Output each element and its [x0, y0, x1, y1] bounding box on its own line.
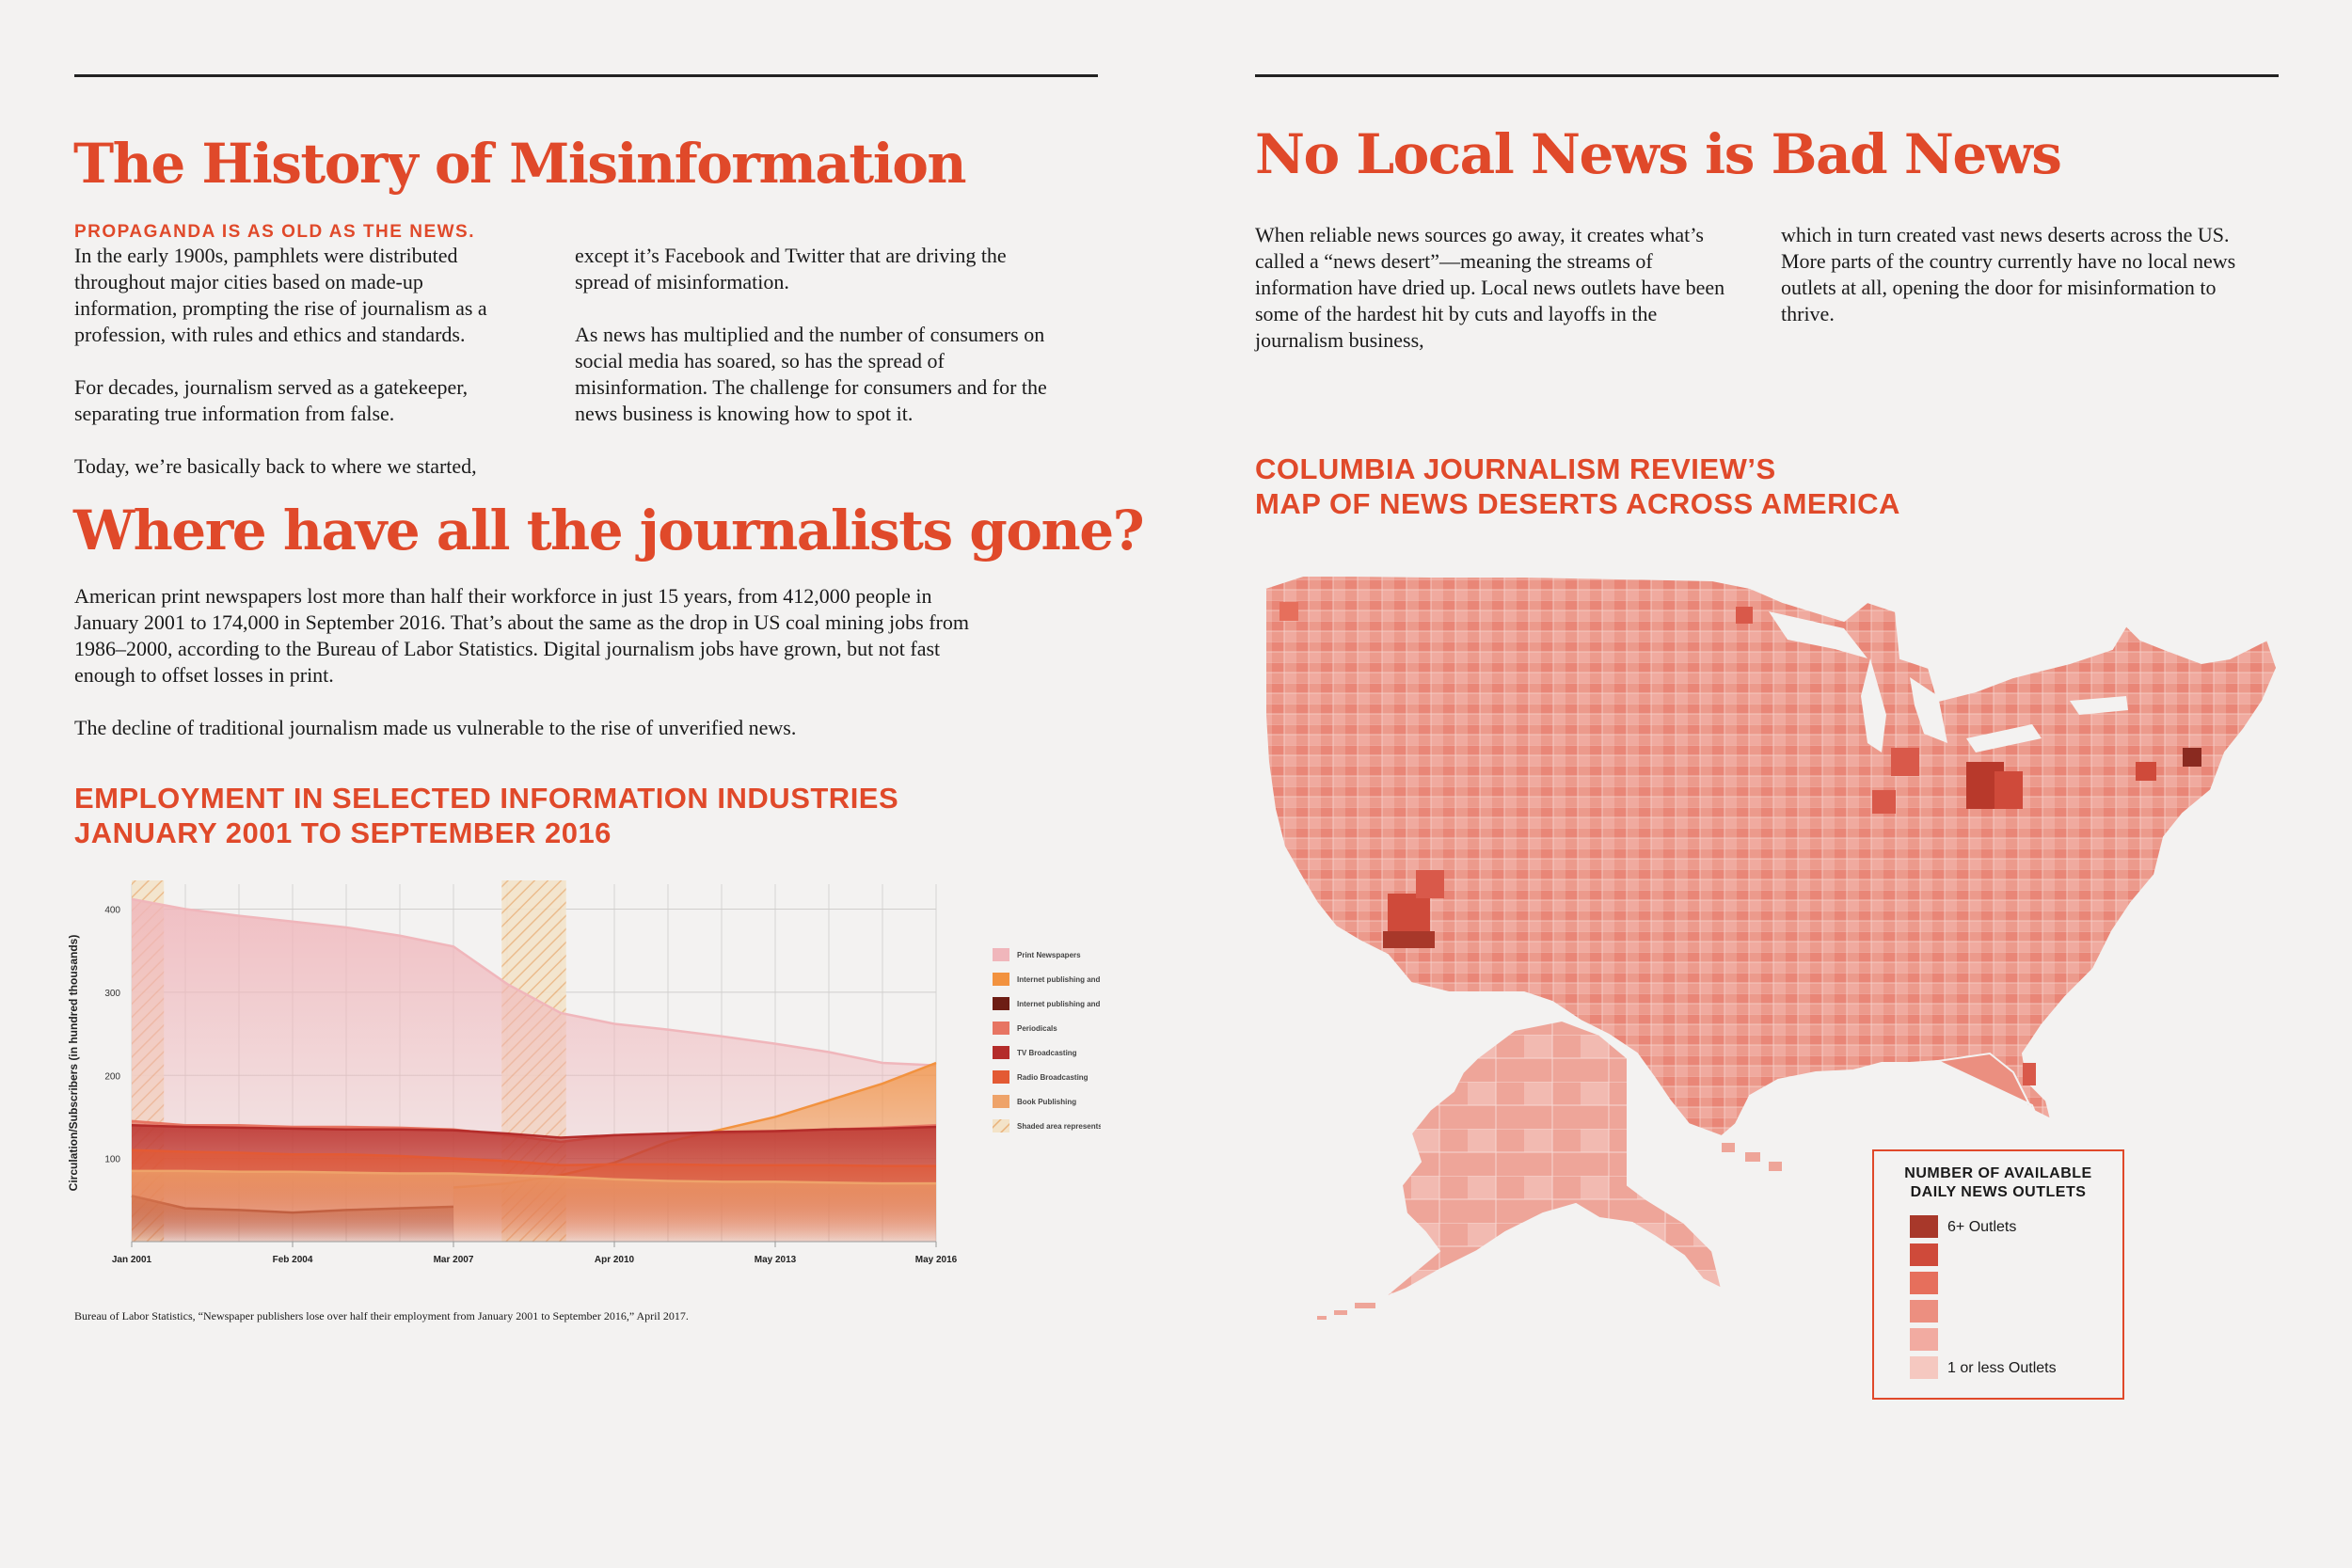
legend-label: Shaded area represents period of economi…: [1017, 1122, 1101, 1131]
y-tick-label: 400: [104, 906, 120, 916]
intro-column-1: In the early 1900s, pamphlets were distr…: [74, 243, 516, 506]
us-map-hotspots: [1279, 602, 2201, 1085]
legend-swatch: [993, 1119, 1009, 1132]
legend-swatch: [993, 1070, 1009, 1084]
legend-swatch: [1910, 1356, 1938, 1379]
legend-top-label: 6+ Outlets: [1947, 1219, 2017, 1235]
chart-series: [131, 897, 937, 1242]
legend-swatch: [1910, 1243, 1938, 1266]
map-title: COLUMBIA JOURNALISM REVIEW’S MAP OF NEWS…: [1255, 451, 1900, 521]
x-tick-label: Mar 2007: [434, 1255, 474, 1265]
us-map-contiguous: [1264, 575, 2279, 1138]
y-tick-label: 100: [104, 1155, 120, 1165]
employment-chart: 100 200 300 400 Circulation/Subscribers (in …: [67, 880, 1101, 1265]
journalists-paragraph: American print newspapers lost more than…: [74, 584, 969, 687]
chart-source: Bureau of Labor Statistics, “Newspaper p…: [74, 1309, 689, 1323]
chart-title: EMPLOYMENT IN SELECTED INFORMATION INDUS…: [74, 781, 898, 850]
desert-column-2: which in turn created vast news deserts …: [1781, 223, 2236, 325]
x-tick-label: Apr 2010: [595, 1255, 635, 1265]
legend-label: Internet publishing and web search porta…: [1017, 975, 1101, 984]
intro-paragraph: In the early 1900s, pamphlets were distr…: [74, 244, 487, 346]
legend-swatch: [993, 1022, 1009, 1035]
legend-swatch: [993, 1095, 1009, 1108]
intro-column-2: except it’s Facebook and Twitter that ar…: [575, 243, 1064, 453]
legend-title-line-1: NUMBER OF AVAILABLE: [1904, 1165, 2092, 1181]
legend-label: Print Newspapers: [1017, 951, 1081, 959]
legend-swatch: [993, 948, 1009, 961]
intro-paragraph: except it’s Facebook and Twitter that ar…: [575, 244, 1007, 293]
right-page-title: No Local News is Bad News: [1255, 122, 2062, 186]
journalists-paragraph: The decline of traditional journalism ma…: [74, 716, 797, 739]
intro-paragraph: For decades, journalism served as a gate…: [74, 375, 469, 425]
alaska-map: [1382, 1019, 1724, 1299]
legend-title-line-2: DAILY NEWS OUTLETS: [1910, 1184, 2087, 1200]
y-axis-label: Circulation/Subscribers (in hundred thou…: [67, 935, 80, 1192]
legend-swatch: [1910, 1300, 1938, 1323]
legend-label: Radio Broadcasting: [1017, 1073, 1089, 1082]
legend-swatch: [993, 973, 1009, 986]
journalists-text: American print newspapers lost more than…: [74, 583, 996, 768]
chart-title-line-1: EMPLOYMENT IN SELECTED INFORMATION INDUS…: [74, 782, 899, 815]
top-rule-right: [1255, 74, 2279, 77]
x-tick-label: Feb 2004: [273, 1255, 313, 1265]
legend-swatch: [993, 1046, 1009, 1059]
chart-legend: Print Newspapers Internet publishing and …: [993, 948, 1101, 1132]
series-line: [132, 1169, 936, 1185]
legend-swatch: [1910, 1215, 1938, 1238]
legend-label: Internet publishing and broadcasting: [1017, 1000, 1101, 1008]
map-title-line-1: COLUMBIA JOURNALISM REVIEW’S: [1255, 452, 1776, 485]
series-line: [131, 1124, 937, 1139]
x-tick-label: Jan 2001: [112, 1255, 152, 1265]
chart-axes: 100 200 300 400 Circulation/Subscribers (in …: [67, 906, 958, 1265]
legend-swatch: [993, 997, 1009, 1010]
legend-bottom-label: 1 or less Outlets: [1947, 1360, 2057, 1376]
map-legend: NUMBER OF AVAILABLE DAILY NEWS OUTLETS 6…: [1872, 1149, 2124, 1400]
legend-title: NUMBER OF AVAILABLE DAILY NEWS OUTLETS: [1874, 1164, 2122, 1202]
kicker: PROPAGANDA IS AS OLD AS THE NEWS.: [74, 222, 476, 242]
alaska-islands: [1317, 1303, 1375, 1320]
series-line: [131, 1148, 936, 1167]
page-title: The History of Misinformation: [73, 132, 967, 196]
map-title-line-2: MAP OF NEWS DESERTS ACROSS AMERICA: [1255, 487, 1900, 520]
legend-swatch: [1910, 1328, 1938, 1351]
news-deserts-map: [1264, 575, 2279, 1320]
hawaii-map: [1722, 1143, 1782, 1171]
legend-label: Periodicals: [1017, 1024, 1057, 1033]
y-tick-label: 300: [104, 989, 120, 999]
section-title-journalists: Where have all the journalists gone?: [73, 499, 1145, 562]
x-tick-label: May 2013: [755, 1255, 797, 1265]
x-tick-label: May 2016: [915, 1255, 958, 1265]
series-line: [131, 897, 937, 1067]
top-rule-left: [74, 74, 1098, 77]
series-area: [132, 1170, 936, 1242]
chart-title-line-2: JANUARY 2001 TO SEPTEMBER 2016: [74, 816, 612, 849]
us-map-florida: [1934, 1052, 2042, 1130]
great-lakes: [1769, 611, 2128, 752]
y-tick-label: 200: [104, 1071, 120, 1082]
intro-paragraph: As news has multiplied and the number of…: [575, 323, 1047, 425]
legend-swatch: [1910, 1272, 1938, 1294]
legend-label: TV Broadcasting: [1017, 1049, 1077, 1057]
desert-column-1: When reliable news sources go away, it c…: [1255, 223, 1725, 352]
intro-paragraph: Today, we’re basically back to where we …: [74, 454, 477, 478]
legend-label: Book Publishing: [1017, 1098, 1076, 1106]
